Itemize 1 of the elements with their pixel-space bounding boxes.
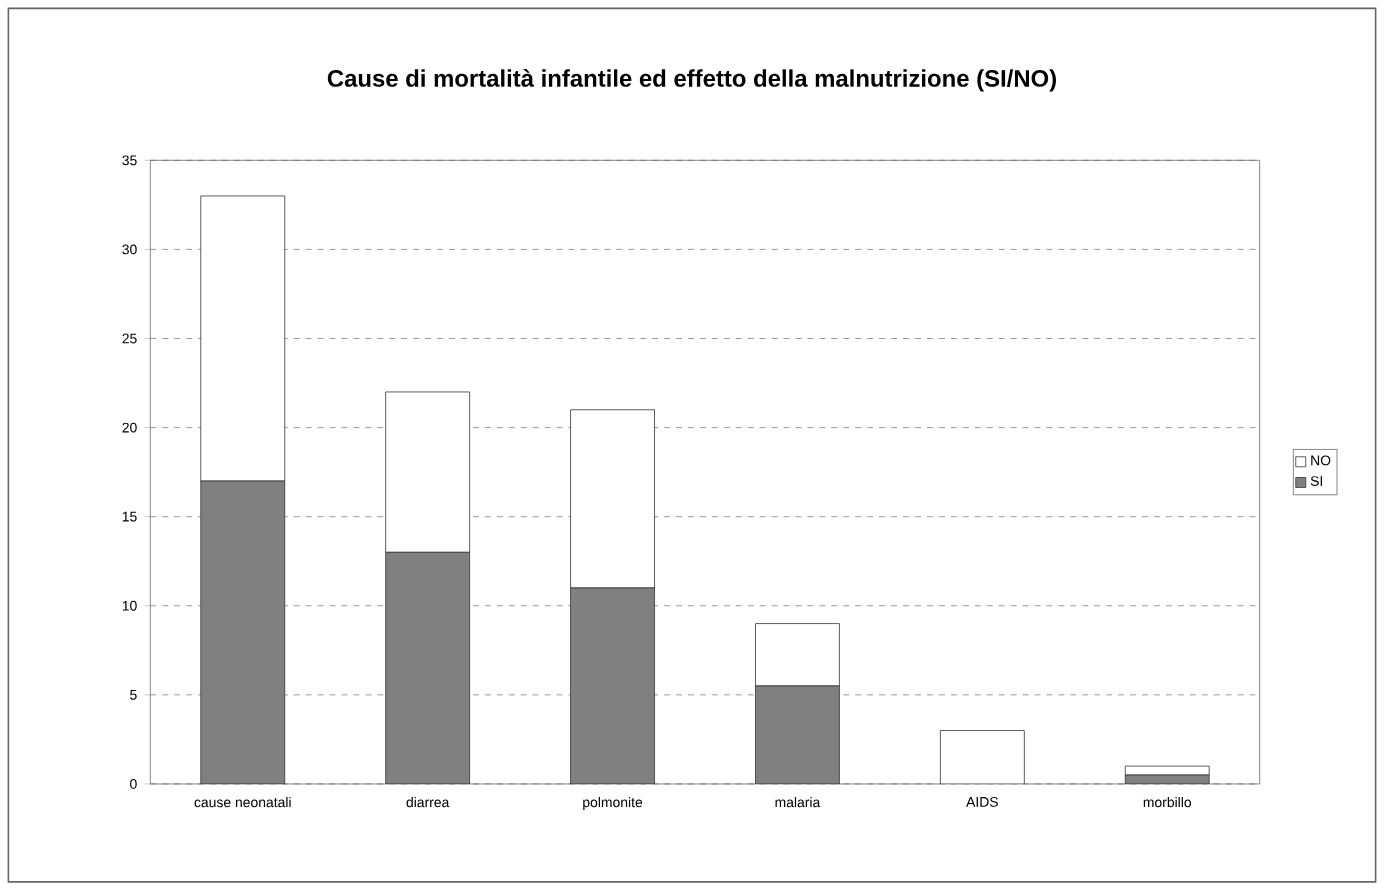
chart-title: Cause di mortalità infantile ed effetto della malnutrizione (SI/NO) xyxy=(327,68,1056,92)
